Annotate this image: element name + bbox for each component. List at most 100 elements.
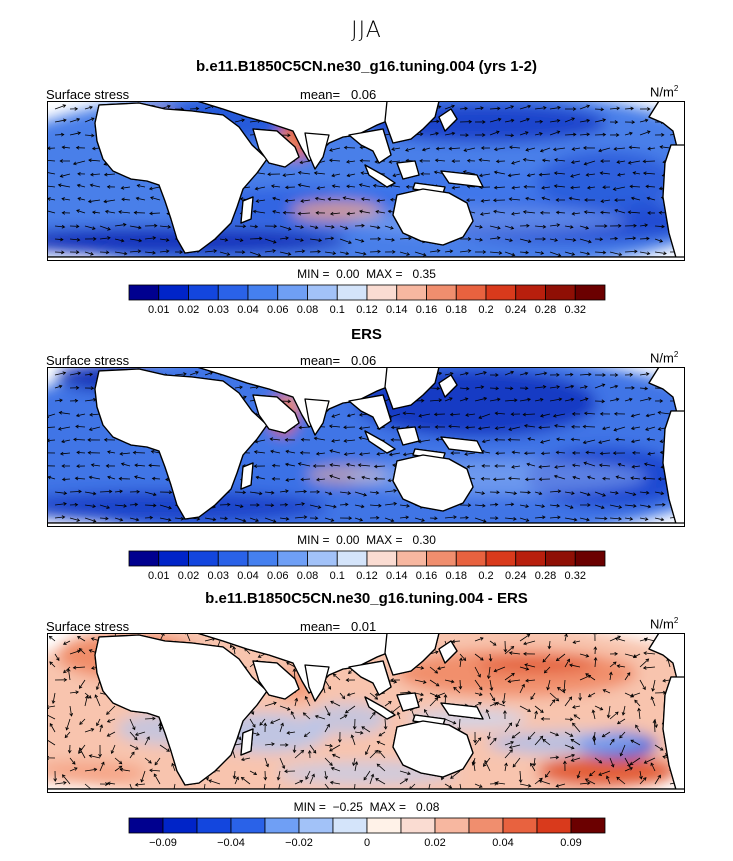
colorbar-2-tick-2: 0.03 xyxy=(208,570,229,582)
colorbar-1-tick-0: 0.01 xyxy=(148,304,169,316)
colorbar-1-box-4 xyxy=(247,284,279,301)
colorbar-3-box-5 xyxy=(298,817,334,834)
colorbar-2-tick-10: 0.18 xyxy=(446,570,467,582)
panel2-units: N/m2 xyxy=(650,350,679,366)
panel3-contour-4 xyxy=(537,755,677,787)
colorbar-2-tick-5: 0.08 xyxy=(297,570,318,582)
colorbar-1-tick-7: 0.12 xyxy=(356,304,377,316)
colorbar-1-box-15 xyxy=(574,284,606,301)
colorbar-3-box-4 xyxy=(264,817,300,834)
colorbar-1-box-8 xyxy=(366,284,398,301)
colorbar-2-box-0 xyxy=(128,550,160,567)
panel2-minmax: MIN = 0.00 MAX = 0.30 xyxy=(297,533,436,547)
colorbar-2-box-12 xyxy=(485,550,517,567)
colorbar-1-tick-5: 0.08 xyxy=(297,304,318,316)
panel2-colorbar: 0.01 0.02 0.03 0.04 0.06 0.08 0.1 0.12 0.14 0.16 0… xyxy=(128,550,606,582)
panel3-contour-2 xyxy=(397,649,637,697)
colorbar-1-tick-11: 0.2 xyxy=(478,304,493,316)
colorbar-3-tick-0: −0.09 xyxy=(149,837,177,849)
colorbar-1-box-7 xyxy=(336,284,368,301)
colorbar-1-tick-1: 0.02 xyxy=(178,304,199,316)
panel2-title: ERS xyxy=(351,326,382,343)
colorbar-1-tick-10: 0.18 xyxy=(446,304,467,316)
colorbar-3-box-10 xyxy=(468,817,504,834)
colorbar-2-box-10 xyxy=(426,550,457,567)
colorbar-2-tick-9: 0.16 xyxy=(416,570,437,582)
colorbar-3-tick-12: 0.09 xyxy=(560,837,581,849)
panel1-mean: mean= 0.06 xyxy=(300,87,377,102)
panel2-field-label: Surface stress xyxy=(46,353,130,368)
colorbar-1-box-11 xyxy=(455,284,487,301)
colorbar-3-box-2 xyxy=(196,817,232,834)
colorbar-3-box-0 xyxy=(128,817,164,834)
colorbar-1-box-13 xyxy=(515,284,546,301)
panel1-colorbar: 0.01 0.02 0.03 0.04 0.06 0.08 0.1 0.12 0.14 0.16 0… xyxy=(128,284,606,316)
colorbar-3-box-8 xyxy=(400,817,436,834)
panel3-contour-3 xyxy=(477,657,597,673)
colorbar-2-box-13 xyxy=(515,550,546,567)
colorbar-3-tick-2: −0.04 xyxy=(217,837,245,849)
panel2-map xyxy=(47,367,685,527)
colorbar-1-box-3 xyxy=(217,284,249,301)
panel2-frame xyxy=(47,367,685,527)
colorbar-1-tick-8: 0.14 xyxy=(386,304,407,316)
panel2-mean: mean= 0.06 xyxy=(300,353,377,368)
panel3-title: b.e11.B1850C5CN.ne30_g16.tuning.004 - ER… xyxy=(205,590,528,607)
colorbar-2-tick-11: 0.2 xyxy=(478,570,493,582)
colorbar-2-box-2 xyxy=(188,550,219,567)
colorbar-2-box-5 xyxy=(277,550,308,567)
panel3-minmax: MIN = −0.25 MAX = 0.08 xyxy=(293,800,440,814)
panel3-mean: mean= 0.01 xyxy=(300,619,377,634)
colorbar-1-box-1 xyxy=(158,284,189,301)
colorbar-3-box-11 xyxy=(502,817,538,834)
colorbar-1-tick-9: 0.16 xyxy=(416,304,437,316)
colorbar-2-tick-7: 0.12 xyxy=(356,570,377,582)
colorbar-2-box-1 xyxy=(158,550,189,567)
panel3-contour-9 xyxy=(307,703,387,735)
colorbar-2-tick-0: 0.01 xyxy=(148,570,169,582)
panel3-units: N/m2 xyxy=(650,616,679,632)
panel3-field-label: Surface stress xyxy=(46,619,130,634)
colorbar-1-box-12 xyxy=(485,284,517,301)
colorbar-3-box-9 xyxy=(434,817,470,834)
colorbar-1-tick-2: 0.03 xyxy=(208,304,229,316)
panel1-map xyxy=(47,101,685,261)
colorbar-1-tick-3: 0.04 xyxy=(237,304,258,316)
colorbar-2-box-4 xyxy=(247,550,279,567)
colorbar-2-box-11 xyxy=(455,550,487,567)
colorbar-2-box-7 xyxy=(336,550,368,567)
colorbar-3-box-6 xyxy=(332,817,368,834)
colorbar-2-tick-1: 0.02 xyxy=(178,570,199,582)
panel1-units: N/m2 xyxy=(650,84,679,100)
colorbar-2-tick-8: 0.14 xyxy=(386,570,407,582)
colorbar-2-tick-12: 0.24 xyxy=(505,570,526,582)
colorbar-1-box-14 xyxy=(545,284,576,301)
colorbar-3-tick-10: 0.04 xyxy=(492,837,513,849)
colorbar-1-box-9 xyxy=(396,284,427,301)
colorbar-3-box-12 xyxy=(536,817,572,834)
colorbar-2-box-6 xyxy=(307,550,338,567)
panel3-contour-6 xyxy=(487,731,647,755)
panel1-frame xyxy=(47,101,685,261)
colorbar-1-tick-6: 0.1 xyxy=(330,304,345,316)
panel1-contour-12 xyxy=(537,151,677,211)
colorbar-1-tick-4: 0.06 xyxy=(267,304,288,316)
season-title: JJA xyxy=(351,18,382,43)
colorbar-1-tick-12: 0.24 xyxy=(505,304,526,316)
colorbar-1-box-5 xyxy=(277,284,308,301)
colorbar-2-box-8 xyxy=(366,550,398,567)
colorbar-2-tick-4: 0.06 xyxy=(267,570,288,582)
colorbar-3-tick-4: −0.02 xyxy=(285,837,313,849)
colorbar-2-tick-6: 0.1 xyxy=(330,570,345,582)
colorbar-3-tick-8: 0.02 xyxy=(424,837,445,849)
panel1-title: b.e11.B1850C5CN.ne30_g16.tuning.004 (yrs… xyxy=(196,58,537,75)
panel3-frame xyxy=(47,633,685,793)
panel3-colorbar: −0.09 −0.04 −0.02 0 0.02 0.04 0.09 xyxy=(128,817,606,849)
panel3-map xyxy=(47,633,685,793)
colorbar-2-box-15 xyxy=(574,550,606,567)
colorbar-3-box-1 xyxy=(162,817,198,834)
colorbar-1-box-0 xyxy=(128,284,160,301)
colorbar-3-tick-6: 0 xyxy=(364,837,370,849)
colorbar-3-box-13 xyxy=(570,817,606,834)
colorbar-1-box-10 xyxy=(426,284,457,301)
